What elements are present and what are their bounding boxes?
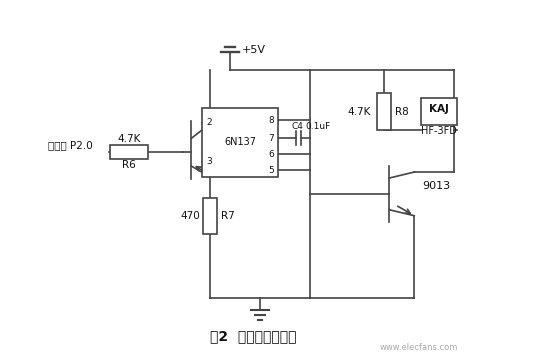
Text: 470: 470 — [180, 211, 200, 221]
Text: 单片机 P2.0: 单片机 P2.0 — [48, 140, 93, 150]
Text: R6: R6 — [122, 160, 136, 170]
Bar — [202, 108, 278, 177]
Text: 2: 2 — [207, 118, 212, 127]
Text: 0.1uF: 0.1uF — [305, 122, 330, 131]
Text: 9012: 9012 — [218, 145, 246, 155]
Text: C4: C4 — [292, 122, 304, 131]
Text: 5: 5 — [268, 165, 274, 174]
Text: HF-3FD: HF-3FD — [421, 126, 457, 136]
Bar — [421, 98, 457, 125]
Text: KAJ: KAJ — [429, 103, 449, 113]
Text: 4.7K: 4.7K — [117, 134, 140, 144]
Text: www.elecfans.com: www.elecfans.com — [380, 343, 459, 352]
Text: 6N137: 6N137 — [224, 137, 256, 147]
Text: 3: 3 — [206, 157, 212, 166]
Text: 9013: 9013 — [422, 181, 450, 191]
Text: 7: 7 — [268, 134, 274, 143]
Bar — [204, 199, 217, 234]
Text: +5V: +5V — [242, 45, 266, 55]
Text: 6: 6 — [268, 150, 274, 159]
Bar — [378, 93, 391, 130]
Text: R7: R7 — [221, 211, 235, 221]
Text: 图2  单片机输出电路: 图2 单片机输出电路 — [210, 329, 296, 343]
Text: R8: R8 — [395, 107, 409, 117]
Bar — [110, 145, 148, 159]
Text: 4.7K: 4.7K — [348, 107, 371, 117]
Text: 8: 8 — [268, 116, 274, 125]
